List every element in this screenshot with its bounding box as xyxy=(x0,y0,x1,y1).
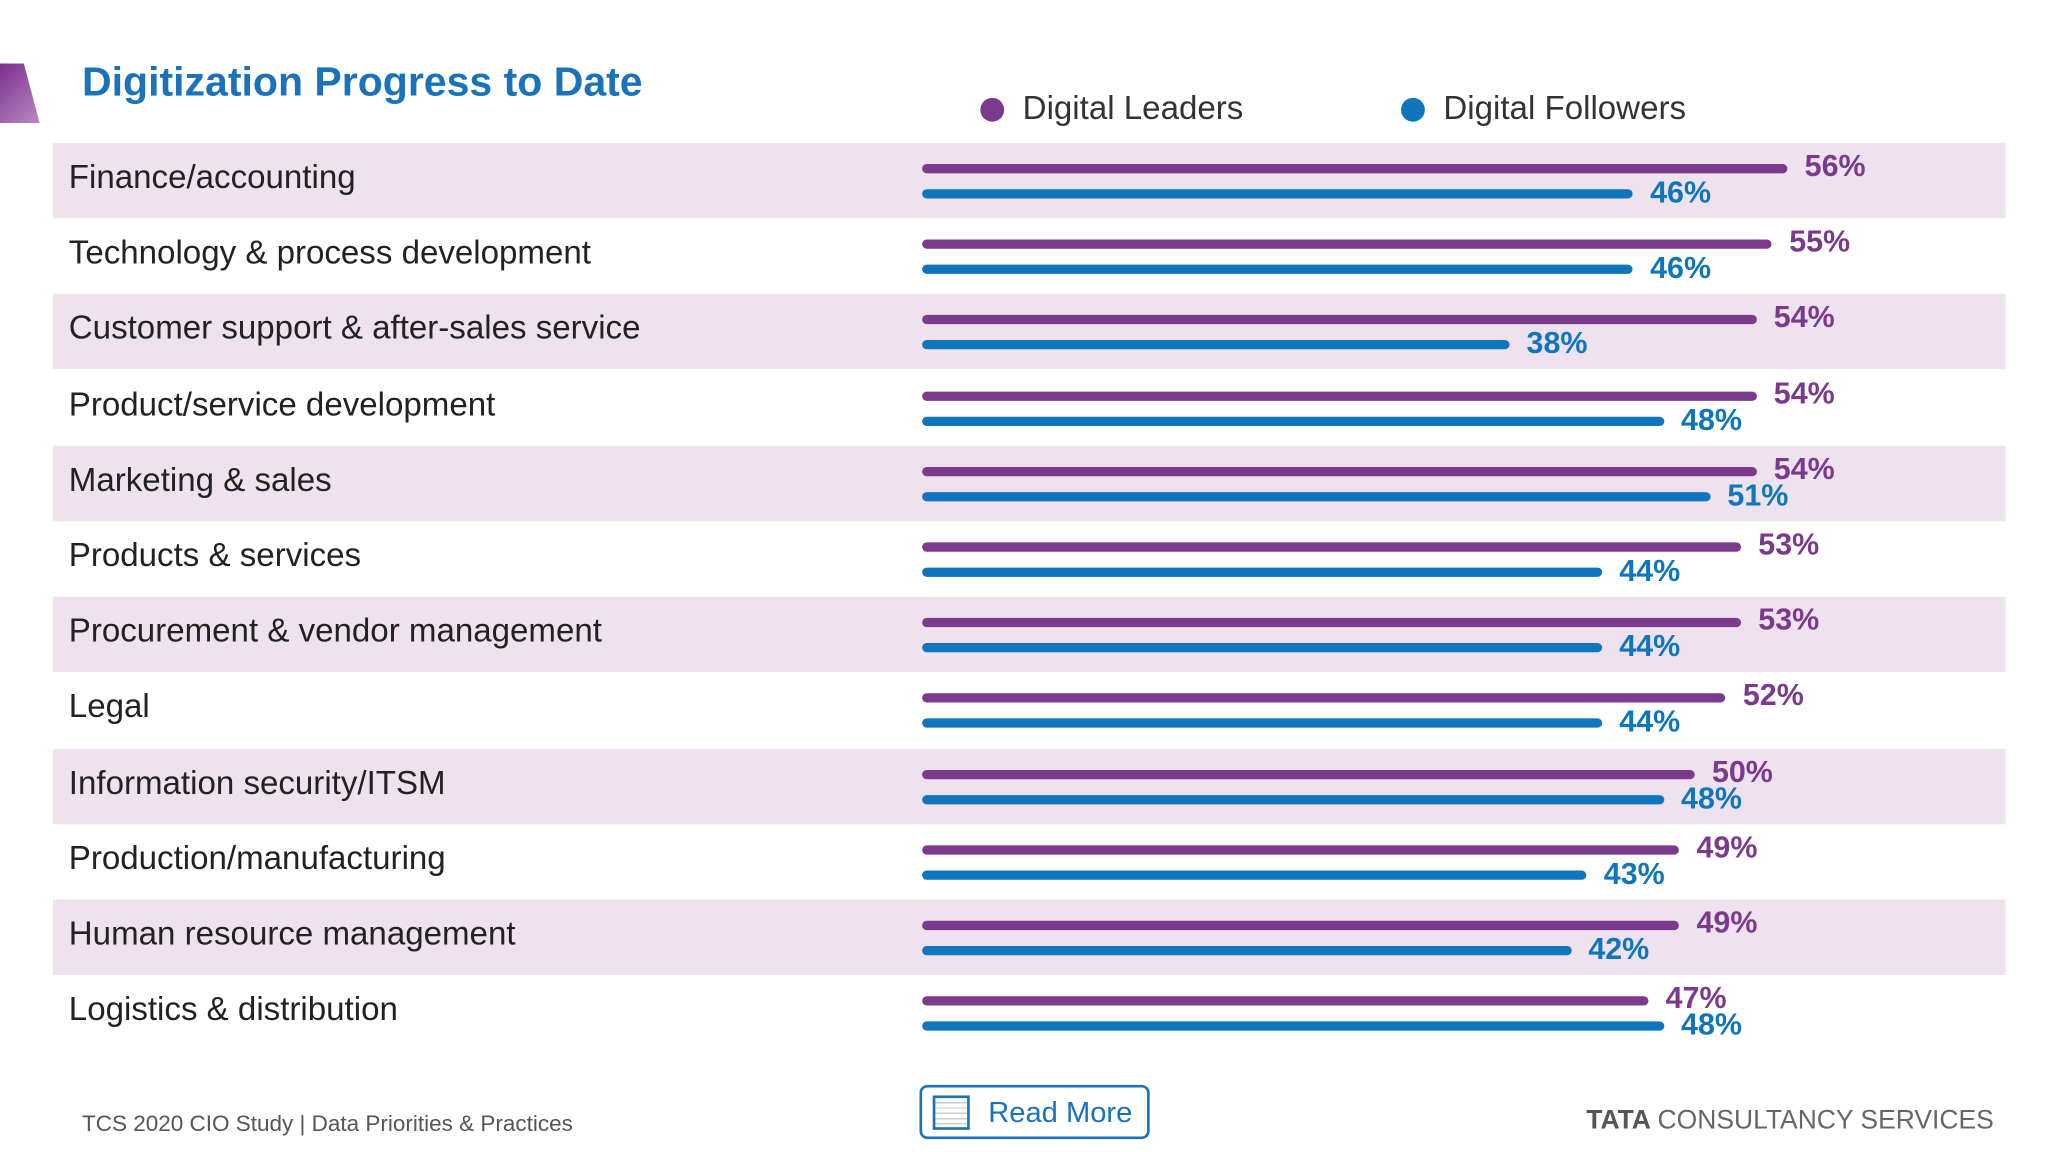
bar-digital-followers xyxy=(922,794,1664,804)
logo-text: CONSULTANCY SERVICES xyxy=(1657,1106,1994,1136)
bar-digital-leaders xyxy=(922,466,1757,477)
value-label: 43% xyxy=(1603,855,1665,891)
value-label: 42% xyxy=(1588,931,1650,966)
value-label: 44% xyxy=(1619,704,1681,739)
chart-row: Legal 52% 44% xyxy=(53,673,2006,748)
bar-digital-followers xyxy=(922,567,1603,577)
category-label: Legal xyxy=(68,688,150,726)
bar-digital-followers xyxy=(922,416,1664,426)
chart-row: Products & services 53% 44% xyxy=(53,521,2006,596)
category-label: Product/service development xyxy=(68,385,496,423)
category-label: Human resource management xyxy=(68,915,516,953)
chart-row: Technology & process development 55% 46% xyxy=(53,219,2006,294)
value-label: 44% xyxy=(1619,553,1681,588)
chart-row: Logistics & distribution 47% 48% xyxy=(53,975,2006,1050)
read-more-label: Read More xyxy=(988,1094,1133,1128)
chart-row: Finance/accounting 56% 46% xyxy=(52,142,2006,219)
value-label: 46% xyxy=(1650,250,1712,285)
category-label: Products & services xyxy=(68,537,362,575)
category-label: Procurement & vendor management xyxy=(68,612,602,650)
legend-dot-icon xyxy=(980,97,1005,122)
bar-digital-leaders xyxy=(922,618,1742,628)
category-label: Technology & process development xyxy=(68,234,591,272)
chart-row: Marketing & sales 54% 51% xyxy=(52,445,2006,521)
chart-row: Production/manufacturing 49% 43% xyxy=(53,824,2006,899)
legend-dot-icon xyxy=(1401,97,1425,122)
bar-digital-followers xyxy=(922,870,1587,880)
value-label: 48% xyxy=(1681,1007,1742,1042)
bar-digital-followers xyxy=(922,340,1510,350)
value-label: 53% xyxy=(1758,526,1820,561)
category-label: Production/manufacturing xyxy=(68,839,446,877)
legend-label: Digital Followers xyxy=(1443,89,1687,128)
bar-digital-leaders xyxy=(922,164,1788,174)
bar-digital-leaders xyxy=(922,315,1757,325)
chart-row: Procurement & vendor management 53% 44% xyxy=(52,596,2006,673)
value-label: 50% xyxy=(1711,753,1773,788)
value-label: 49% xyxy=(1696,904,1758,940)
legend-digital-followers: Digital Followers xyxy=(1401,90,1686,128)
category-label: Customer support & after-sales service xyxy=(68,310,641,348)
category-label: Logistics & distribution xyxy=(68,991,398,1029)
bar-digital-leaders xyxy=(922,996,1649,1006)
value-label: 38% xyxy=(1526,325,1588,361)
read-more-button[interactable]: Read More xyxy=(919,1084,1150,1140)
value-label: 54% xyxy=(1773,375,1835,410)
chart-row: Human resource management 49% 42% xyxy=(52,899,2006,976)
chart-row: Information security/ITSM 50% 48% xyxy=(52,748,2006,824)
bar-digital-followers xyxy=(922,1021,1664,1031)
bar-digital-followers xyxy=(922,491,1711,502)
value-label: 49% xyxy=(1696,829,1758,864)
bar-digital-leaders xyxy=(922,693,1726,704)
tcs-logo: TATA CONSULTANCY SERVICES xyxy=(1586,1106,1994,1136)
value-label: 52% xyxy=(1742,677,1804,713)
chart-row: Customer support & after-sales service 54… xyxy=(52,294,2006,370)
value-label: 55% xyxy=(1789,223,1851,259)
document-icon xyxy=(932,1094,970,1130)
value-label: 48% xyxy=(1681,780,1742,815)
chart-row: Product/service development 54% 48% xyxy=(53,370,2006,445)
logo-bold: TATA xyxy=(1586,1106,1651,1136)
value-label: 47% xyxy=(1665,980,1727,1015)
legend-digital-leaders: Digital Leaders xyxy=(980,90,1243,128)
bar-digital-followers xyxy=(922,189,1633,199)
bar-digital-leaders xyxy=(922,391,1757,401)
value-label: 44% xyxy=(1619,628,1681,664)
value-label: 48% xyxy=(1681,401,1742,437)
bar-digital-leaders xyxy=(922,239,1773,249)
value-label: 54% xyxy=(1773,299,1835,334)
category-label: Marketing & sales xyxy=(68,461,332,499)
value-label: 46% xyxy=(1650,174,1712,210)
value-label: 54% xyxy=(1773,450,1835,486)
value-label: 51% xyxy=(1727,477,1789,512)
value-label: 53% xyxy=(1758,602,1820,637)
bar-digital-followers xyxy=(922,643,1603,653)
bar-digital-followers xyxy=(922,264,1633,275)
bar-digital-leaders xyxy=(922,845,1680,855)
bar-digital-followers xyxy=(922,718,1603,729)
corner-decoration xyxy=(0,63,40,124)
category-label: Finance/accounting xyxy=(68,158,356,196)
bar-digital-leaders xyxy=(922,920,1680,931)
bar-digital-leaders xyxy=(922,769,1695,779)
legend-label: Digital Leaders xyxy=(1022,89,1244,128)
chart-title: Digitization Progress to Date xyxy=(82,58,643,105)
bar-digital-leaders xyxy=(922,542,1742,552)
value-label: 56% xyxy=(1804,148,1866,183)
source-note: TCS 2020 CIO Study | Data Priorities & P… xyxy=(82,1111,573,1137)
category-label: Information security/ITSM xyxy=(68,764,446,802)
bar-digital-followers xyxy=(922,945,1572,956)
